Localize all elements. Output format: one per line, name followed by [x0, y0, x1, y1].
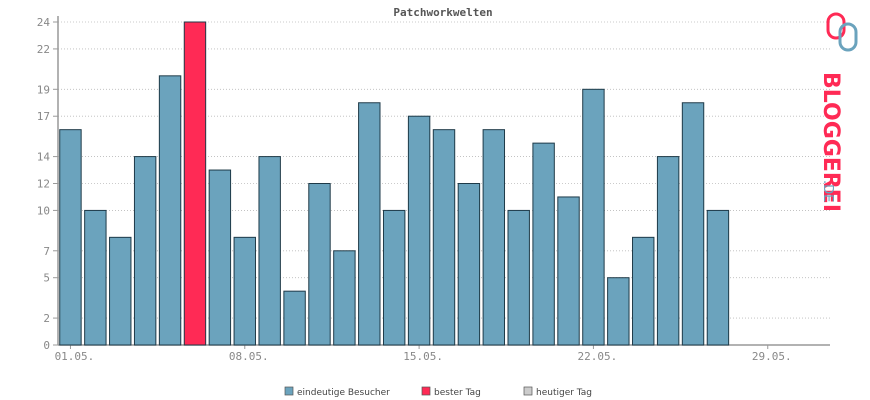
x-tick-label: 01.05. [55, 350, 95, 363]
bar [557, 196, 580, 346]
y-tick-label: 17 [37, 110, 50, 123]
y-tick-label: 5 [43, 272, 50, 285]
x-tick-label: 22.05. [578, 350, 618, 363]
bars [59, 21, 730, 346]
y-tick-label: 0 [43, 339, 50, 352]
logo-mark-icon-2 [838, 22, 858, 52]
bar [283, 290, 306, 346]
logo-suffix: .DE [820, 180, 835, 202]
x-tick-label: 08.05. [229, 350, 269, 363]
y-tick-label: 22 [37, 43, 50, 56]
bar [208, 169, 232, 346]
bar [656, 156, 680, 346]
bar [432, 129, 456, 346]
bar [158, 75, 182, 346]
bar [407, 115, 431, 346]
legend-label: eindeutige Besucher [297, 388, 390, 398]
bar [482, 129, 506, 346]
logo-text: BLOGGEREI [818, 72, 843, 212]
legend-label: heutiger Tag [536, 388, 592, 398]
bar [681, 102, 705, 346]
y-tick-labels: 0 2 5 7 10 12 14 17 19 22 24 [37, 16, 51, 352]
bar [133, 156, 157, 346]
x-tick-label: 15.05. [403, 350, 443, 363]
y-tick-label: 14 [37, 151, 51, 164]
y-tick-label: 24 [37, 16, 51, 29]
bar [233, 236, 256, 346]
bar [358, 102, 381, 346]
x-tick-label: 29.05. [752, 350, 792, 363]
bar [507, 209, 530, 346]
bar [109, 236, 132, 346]
bar [607, 277, 630, 346]
bar [532, 142, 555, 346]
bar [59, 129, 82, 346]
bar [457, 183, 481, 346]
legend-swatch [284, 386, 294, 396]
legend-swatch [421, 386, 431, 396]
y-tick-label: 7 [43, 245, 50, 258]
bloggerei-logo: BLOGGEREI .DE [818, 12, 858, 212]
y-tick-label: 12 [37, 178, 50, 191]
bar [382, 209, 406, 346]
bar [706, 209, 730, 346]
x-tick-labels: 01.05. 08.05. 15.05. 22.05. 29.05. [55, 350, 792, 363]
y-tick-label: 10 [37, 204, 50, 217]
bar [333, 250, 356, 346]
legend: eindeutige Besucher bester Tag heutiger Ta… [284, 386, 592, 398]
bar [582, 88, 605, 346]
y-tick-label: 2 [43, 312, 50, 325]
legend-swatch [523, 386, 533, 396]
legend-label: bester Tag [434, 388, 481, 398]
bar [632, 236, 655, 346]
y-tick-label: 19 [37, 83, 50, 96]
bar [308, 183, 331, 346]
bar [258, 156, 281, 346]
logo-mark-icon [826, 12, 846, 40]
bar [84, 209, 107, 346]
bar-best-day [183, 21, 207, 346]
chart-title: Patchworkwelten [393, 6, 492, 19]
